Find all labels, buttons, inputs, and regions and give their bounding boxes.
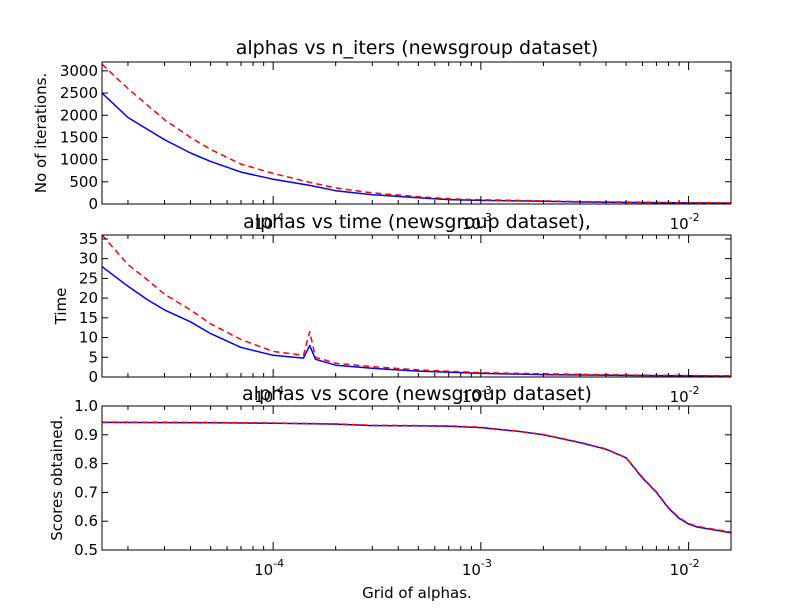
y-tick-label: 0.9 <box>74 426 98 444</box>
axes-frame <box>101 405 732 551</box>
x-tick-label: 10-2 <box>670 211 700 233</box>
y-axis-label: Scores obtained. <box>48 415 66 541</box>
x-tick-label: 10-4 <box>254 384 284 406</box>
series-line-dashed <box>102 421 731 533</box>
axes-frame <box>101 61 732 205</box>
y-tick-label: 35 <box>79 230 98 248</box>
x-tick-label: 10-3 <box>462 384 492 406</box>
x-tick-label: 10-4 <box>254 211 284 233</box>
y-tick-label: 0.6 <box>74 512 98 530</box>
panel-title: alphas vs time (newsgroup dataset), <box>243 211 591 233</box>
y-axis-label: No of iterations. <box>32 73 50 193</box>
x-tick-label: 10-2 <box>670 384 700 406</box>
series-line-dashed <box>102 63 731 204</box>
y-tick-label: 0.8 <box>74 455 98 473</box>
axes-frame <box>101 234 732 378</box>
y-tick-label: 1500 <box>60 128 98 146</box>
panel-title: alphas vs n_iters (newsgroup dataset) <box>236 37 599 59</box>
y-tick-label: 30 <box>79 250 98 268</box>
y-tick-label: 2000 <box>60 106 98 124</box>
y-tick-label: 20 <box>79 289 98 307</box>
plot-area: 0.5 0.6 0.7 0.8 0.9 1.0 10-4 10-3 10-2 <box>74 397 732 579</box>
y-tick-label: 3000 <box>60 62 98 80</box>
y-tick-label: 15 <box>79 309 98 327</box>
y-tick-label: 5 <box>88 348 98 366</box>
panel-score: alphas vs score (newsgroup dataset) Scor… <box>48 383 732 602</box>
panel-time: alphas vs time (newsgroup dataset), Time… <box>52 211 732 406</box>
y-tick-label: 1000 <box>60 151 98 169</box>
y-tick-label: 1.0 <box>74 397 98 415</box>
y-axis-label: Time <box>52 288 70 326</box>
panel-n-iters: alphas vs n_iters (newsgroup dataset) No… <box>32 37 732 233</box>
x-tick-label: 10-3 <box>462 557 492 579</box>
x-tick-label: 10-4 <box>254 557 284 579</box>
plot-area: 0 500 1000 1500 2000 2500 3000 10-4 10-3 10-2 <box>60 61 732 233</box>
panel-title: alphas vs score (newsgroup dataset) <box>242 383 592 405</box>
y-tick-label: 0.5 <box>74 541 98 559</box>
y-tick-label: 500 <box>69 173 98 191</box>
y-tick-label: 10 <box>79 329 98 347</box>
y-tick-label: 2500 <box>60 84 98 102</box>
x-tick-label: 10-2 <box>670 557 700 579</box>
y-tick-label: 25 <box>79 269 98 287</box>
y-tick-label: 0 <box>88 195 98 213</box>
x-tick-label: 10-3 <box>462 211 492 233</box>
y-tick-label: 0 <box>88 368 98 386</box>
x-axis-label: Grid of alphas. <box>362 584 472 602</box>
y-tick-label: 0.7 <box>74 483 98 501</box>
